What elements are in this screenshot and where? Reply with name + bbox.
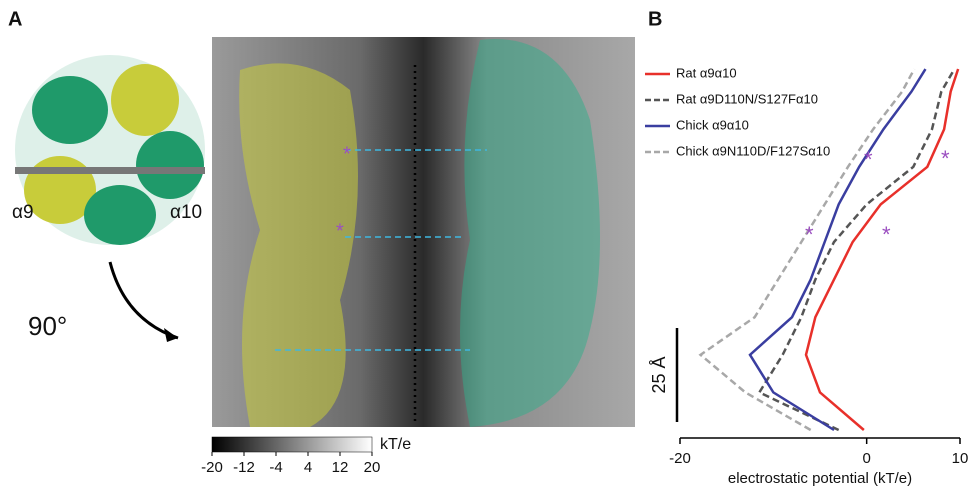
scale-bar-label: 25 Å [649,356,669,393]
legend-label: Chick α9α10 [676,117,749,132]
subunit-label: α10 [170,202,202,223]
series-line [804,68,960,431]
colorbar-tick-label: -12 [233,459,255,476]
top-view [15,55,205,245]
rotation-label: 90° [28,311,67,341]
panel-label: A [8,8,22,30]
legend-label: Chick α9N110D/F127Sα10 [676,143,830,158]
colorbar-tick-label: 4 [304,459,312,476]
colorbar [211,436,373,453]
colorbar-tick-label: 12 [332,459,349,476]
star: * [864,147,873,172]
colorbar-unit: kT/e [380,436,411,453]
panel-label: B [648,8,662,30]
colorbar-tick-label: 20 [364,459,381,476]
x-tick-label: 0 [862,450,870,467]
series-line [698,68,916,432]
potential-map [212,37,635,427]
star: * [343,143,351,165]
colorbar-tick-label: -4 [269,459,282,476]
x-axis-label: electrostatic potential (kT/e) [728,470,912,487]
colorbar-tick-label: -20 [201,459,223,476]
star: * [882,222,891,247]
legend-label: Rat α9D110N/S127Fα10 [676,91,818,106]
x-tick-label: -20 [669,450,691,467]
arrowhead [164,328,178,342]
legend-label: Rat α9α10 [676,65,737,80]
series-line [748,68,927,432]
x-tick-label: 10 [952,450,969,467]
arrow [108,261,179,340]
star: * [336,220,344,242]
subunit-label: α9 [12,202,34,223]
series-line [757,68,956,432]
star: * [805,222,814,247]
star: * [941,146,950,171]
